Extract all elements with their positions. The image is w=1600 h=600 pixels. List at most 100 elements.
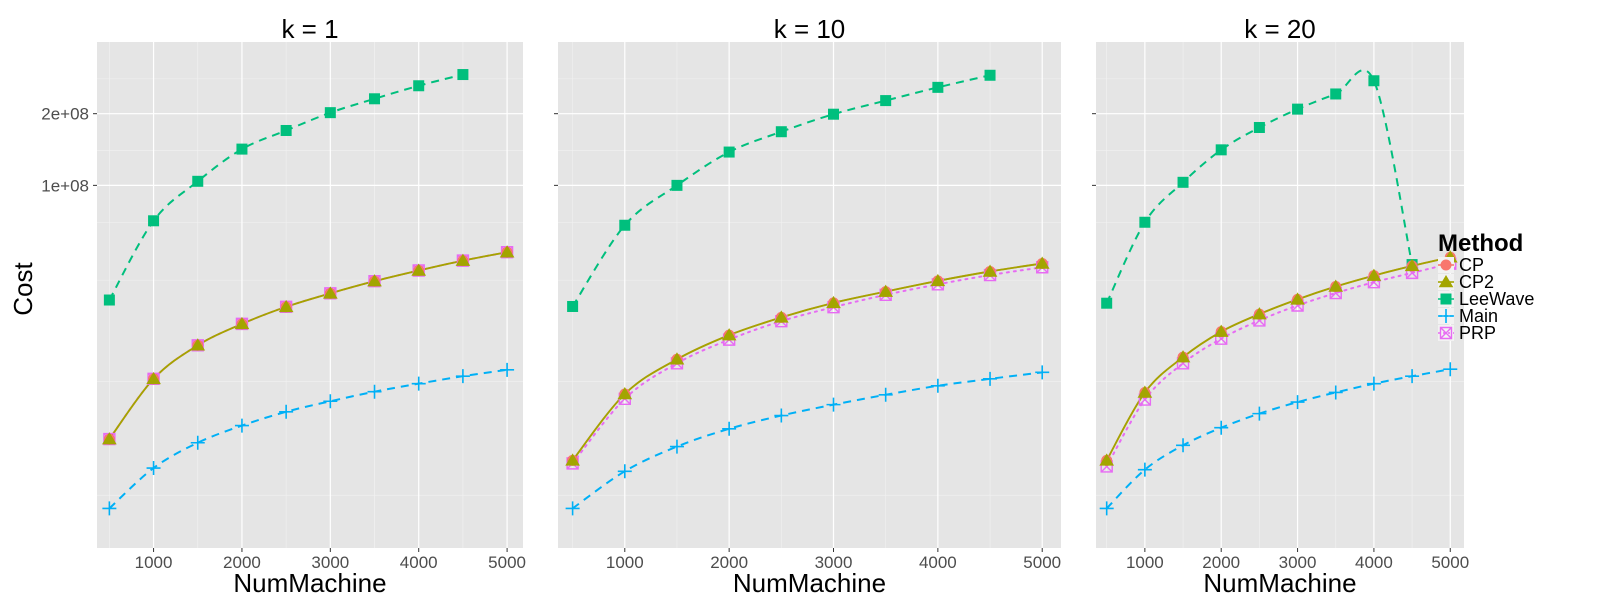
legend-item-cp2: CP2 xyxy=(1438,272,1494,292)
data-point-main xyxy=(669,439,684,454)
data-point-main xyxy=(411,376,426,391)
data-point-leewave xyxy=(1101,297,1113,309)
data-point-main xyxy=(279,404,294,419)
data-point-main xyxy=(234,418,249,433)
series-line-main xyxy=(1105,368,1451,510)
data-point-cp2 xyxy=(773,310,789,323)
data-point-cp2 xyxy=(499,245,515,258)
series-line-leewave xyxy=(1105,69,1414,304)
data-point-cp2 xyxy=(930,273,946,287)
x-tick-label: 3000 xyxy=(815,553,853,572)
x-tick-label: 3000 xyxy=(1279,553,1317,572)
data-point-main xyxy=(367,384,382,399)
data-point-cp2 xyxy=(102,432,117,445)
legend-label: CP2 xyxy=(1459,272,1494,292)
panel-background xyxy=(558,42,1061,548)
data-point-main xyxy=(826,397,841,412)
data-point-cp2 xyxy=(1252,307,1267,320)
x-tick-label: 5000 xyxy=(488,553,526,572)
data-point-leewave xyxy=(369,93,381,105)
data-point-cp2 xyxy=(1290,292,1305,305)
x-tick-label: 1000 xyxy=(1126,553,1164,572)
facet-panel: 1000 2000 3000 4000 5000 k = 10 NumMachine xyxy=(554,14,1061,598)
x-tick-label: 4000 xyxy=(1355,553,1393,572)
x-tick-label: 5000 xyxy=(1431,553,1469,572)
data-point-leewave xyxy=(880,95,892,107)
data-point-cp2 xyxy=(982,264,998,277)
data-point-leewave xyxy=(1177,176,1189,188)
data-point-leewave xyxy=(148,215,160,227)
data-point-main xyxy=(878,387,893,402)
data-point-main xyxy=(1214,420,1229,435)
data-point-cp2 xyxy=(617,386,633,400)
data-point-cp2 xyxy=(455,253,471,266)
x-tick-label: 1000 xyxy=(135,553,173,572)
legend-key-marker xyxy=(1439,309,1453,323)
data-point-leewave xyxy=(775,126,787,138)
x-tick-label: 1000 xyxy=(606,553,644,572)
series-line-main xyxy=(572,371,1043,510)
y-tick-label: 1e+08 xyxy=(41,176,89,195)
panel-background xyxy=(97,42,523,548)
data-point-leewave xyxy=(619,219,631,231)
data-point-main xyxy=(617,464,632,479)
facet-strip-label: k = 20 xyxy=(1244,14,1316,44)
data-point-cp2 xyxy=(1366,268,1382,281)
data-point-cp2 xyxy=(190,338,206,351)
legend-title: Method xyxy=(1438,230,1523,257)
legend-label: Main xyxy=(1459,306,1498,326)
data-point-leewave xyxy=(567,300,579,312)
data-point-leewave xyxy=(932,81,944,93)
x-tick-label: 2000 xyxy=(1202,553,1240,572)
data-point-leewave xyxy=(984,69,996,81)
data-point-cp2 xyxy=(669,352,685,365)
data-point-leewave xyxy=(1292,103,1304,115)
data-point-leewave xyxy=(1215,144,1227,156)
data-point-leewave xyxy=(1330,88,1342,100)
data-point-cp2 xyxy=(367,274,382,287)
data-point-leewave xyxy=(1368,75,1380,87)
legend-item-leewave: LeeWave xyxy=(1438,289,1534,309)
legend-item-main: Main xyxy=(1438,306,1498,326)
x-axis-title: NumMachine xyxy=(233,568,386,598)
data-point-main xyxy=(1137,462,1152,477)
data-point-main xyxy=(455,369,470,384)
data-point-main xyxy=(1252,406,1267,421)
data-point-cp2 xyxy=(1137,385,1153,398)
data-point-main xyxy=(146,461,161,476)
data-point-leewave xyxy=(671,179,683,191)
data-point-main xyxy=(1366,376,1381,391)
data-point-leewave xyxy=(1139,216,1151,228)
data-point-main xyxy=(1328,385,1343,400)
data-point-main xyxy=(930,378,945,393)
data-point-cp2 xyxy=(565,453,580,466)
data-point-main xyxy=(565,501,580,516)
data-point-cp2 xyxy=(1175,350,1191,363)
series-line-cp2 xyxy=(571,262,1043,461)
x-tick-label: 2000 xyxy=(223,553,261,572)
data-point-cp2 xyxy=(1213,324,1229,337)
legend-item-cp: CP xyxy=(1438,255,1484,275)
y-tick-label: 2e+08 xyxy=(41,105,89,124)
data-point-main xyxy=(1099,501,1114,516)
y-axis-title: Cost xyxy=(8,261,38,315)
data-point-leewave xyxy=(413,80,425,92)
data-point-main xyxy=(774,408,789,423)
data-point-leewave xyxy=(280,124,292,136)
data-point-main xyxy=(1405,369,1420,384)
data-point-cp2 xyxy=(146,371,161,385)
data-point-leewave xyxy=(723,146,735,158)
x-tick-label: 4000 xyxy=(919,553,957,572)
series-line-cp2 xyxy=(108,251,508,440)
data-point-leewave xyxy=(324,107,336,119)
data-point-cp2 xyxy=(1099,453,1115,466)
data-point-cp2 xyxy=(322,286,338,299)
data-point-leewave xyxy=(236,143,248,155)
data-point-cp2 xyxy=(411,263,427,276)
data-point-leewave xyxy=(828,108,840,120)
data-point-main xyxy=(983,371,998,386)
series-line-cp2 xyxy=(1105,256,1451,461)
data-point-main xyxy=(1290,395,1305,410)
